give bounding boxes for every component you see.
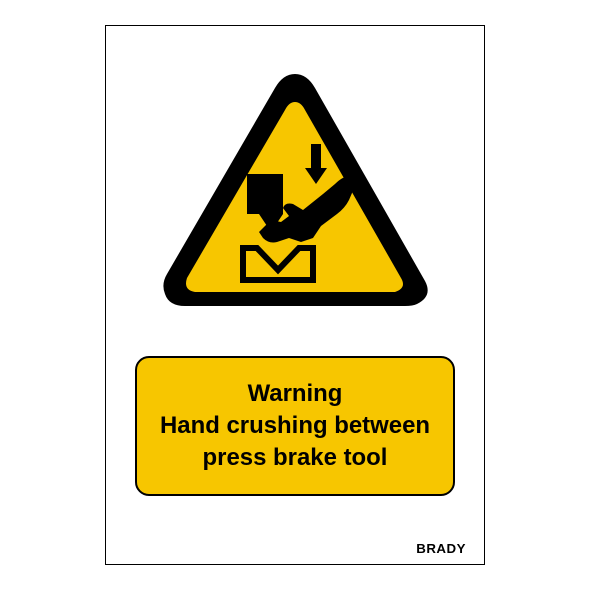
warning-line-3: press brake tool <box>203 444 388 471</box>
warning-triangle-svg <box>155 66 435 316</box>
warning-line-2: Hand crushing between <box>160 412 430 439</box>
warning-text-panel: Warning Hand crushing between press brak… <box>135 356 455 496</box>
warning-message: Warning Hand crushing between press brak… <box>160 378 430 475</box>
warning-triangle <box>155 66 435 316</box>
warning-line-1: Warning <box>248 380 343 407</box>
brand-label: BRADY <box>416 541 466 556</box>
safety-sign: Warning Hand crushing between press brak… <box>105 25 485 565</box>
